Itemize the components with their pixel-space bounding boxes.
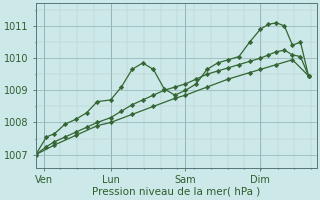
X-axis label: Pression niveau de la mer( hPa ): Pression niveau de la mer( hPa ) [92,187,260,197]
